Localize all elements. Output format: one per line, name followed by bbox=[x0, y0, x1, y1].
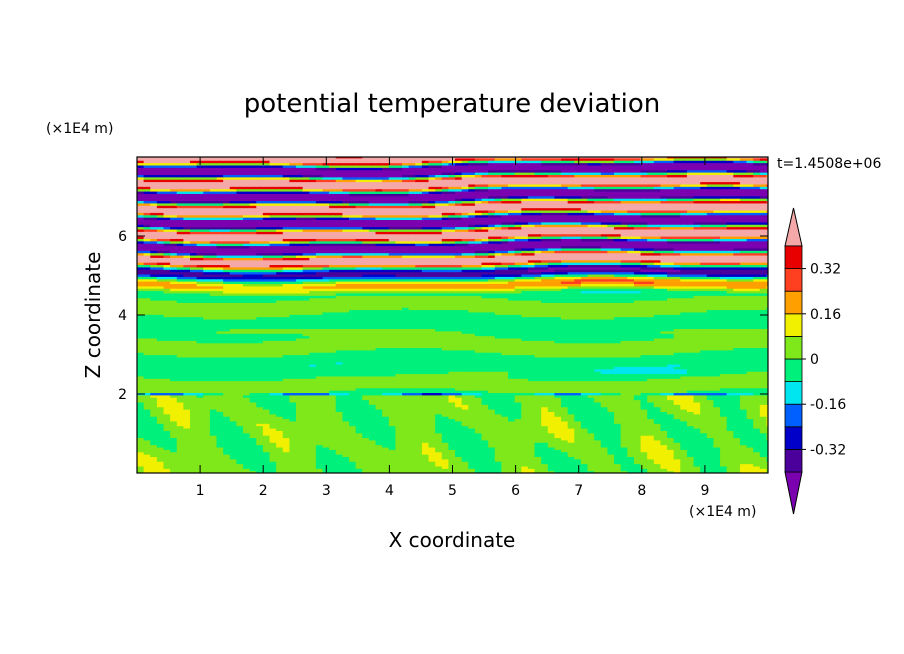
colorbar: 0.32 0.16 0 -0.16 -0.32 bbox=[784, 207, 846, 515]
colorbar-swatch bbox=[784, 381, 803, 405]
colorbar-swatch bbox=[784, 335, 803, 360]
colorbar-swatch bbox=[784, 358, 803, 383]
x-tick-label: 9 bbox=[700, 483, 709, 499]
colorbar-swatch bbox=[784, 403, 803, 428]
x-tick-label: 7 bbox=[574, 483, 583, 499]
x-axis-ticks: 1 2 3 4 5 6 7 8 9 bbox=[196, 157, 709, 499]
colorbar-swatch bbox=[784, 448, 803, 473]
colorbar-swatch bbox=[784, 313, 803, 337]
x-tick-label: 8 bbox=[637, 483, 646, 499]
x-tick-label: 1 bbox=[196, 483, 205, 499]
y-axis-label: Z coordinate bbox=[81, 252, 105, 379]
y-tick-label: 2 bbox=[118, 387, 127, 403]
time-label: t=1.4508e+06 bbox=[777, 156, 881, 172]
x-tick-label: 2 bbox=[259, 483, 268, 499]
colorbar-swatch bbox=[784, 290, 803, 315]
x-tick-label: 6 bbox=[511, 483, 520, 499]
colorbar-tick-label: 0 bbox=[810, 352, 819, 368]
colorbar-tick-label: 0.16 bbox=[810, 307, 841, 323]
chart-title: potential temperature deviation bbox=[244, 89, 660, 119]
x-axis-unit: (×1E4 m) bbox=[689, 504, 756, 520]
y-tick-label: 4 bbox=[118, 308, 127, 324]
x-tick-label: 5 bbox=[448, 483, 457, 499]
x-axis-label: X coordinate bbox=[389, 528, 516, 552]
y-axis-ticks: 2 4 6 bbox=[118, 229, 768, 403]
colorbar-swatch bbox=[784, 426, 803, 450]
colorbar-max-extension bbox=[784, 207, 803, 247]
x-tick-label: 4 bbox=[385, 483, 394, 499]
y-tick-label: 6 bbox=[118, 229, 127, 245]
colorbar-tick-label: -0.16 bbox=[810, 397, 846, 413]
x-tick-label: 3 bbox=[322, 483, 331, 499]
contour-plot-area bbox=[136, 156, 769, 474]
colorbar-swatch bbox=[784, 245, 803, 270]
colorbar-tick-label: 0.32 bbox=[810, 262, 841, 278]
colorbar-min-extension bbox=[784, 471, 803, 515]
y-axis-unit: (×1E4 m) bbox=[46, 121, 113, 137]
colorbar-tick-label: -0.32 bbox=[810, 442, 846, 458]
colorbar-swatch bbox=[784, 268, 803, 292]
